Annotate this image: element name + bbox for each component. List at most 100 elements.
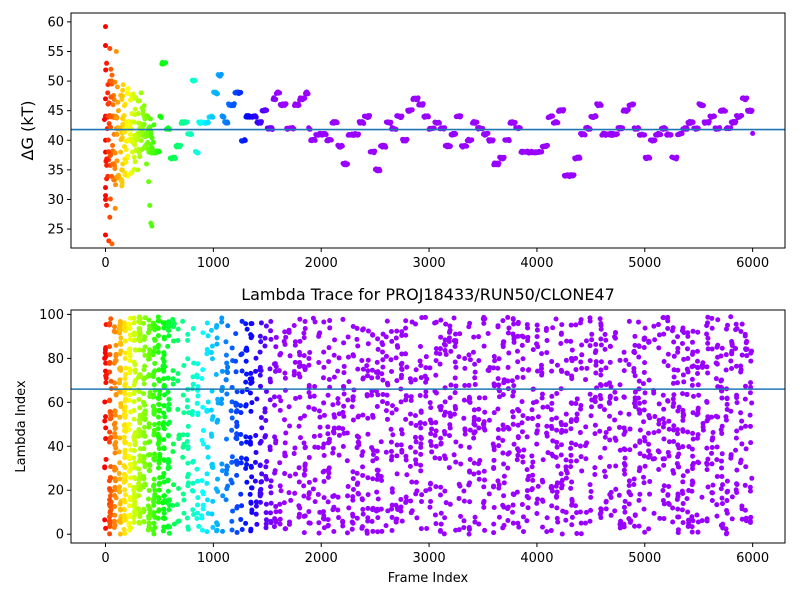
lambda-point	[162, 493, 168, 499]
lambda-point	[257, 487, 263, 493]
lambda-point	[155, 314, 161, 320]
lambda-point	[122, 499, 128, 505]
lambda-point	[452, 375, 458, 381]
lambda-point	[180, 432, 186, 438]
lambda-point	[491, 504, 497, 510]
lambda-point	[519, 502, 525, 508]
lambda-point	[525, 338, 531, 344]
lambda-point	[597, 316, 603, 322]
dg-point	[123, 138, 129, 144]
lambda-point	[196, 523, 202, 529]
lambda-point	[510, 316, 516, 322]
lambda-point	[378, 474, 384, 480]
lambda-point	[181, 363, 187, 369]
lambda-point	[209, 511, 215, 517]
lambda-point	[550, 438, 556, 444]
lambda-point	[301, 513, 307, 519]
lambda-point	[238, 460, 244, 466]
lambda-point	[374, 448, 380, 454]
lambda-point	[126, 468, 132, 474]
lambda-point	[515, 359, 521, 365]
lambda-point	[695, 358, 700, 364]
lambda-point	[276, 394, 282, 400]
lambda-point	[398, 496, 404, 502]
lambda-point	[423, 354, 429, 360]
dg-point	[132, 95, 138, 101]
lambda-point	[370, 476, 376, 482]
lambda-point	[399, 449, 405, 455]
lambda-point	[467, 320, 473, 326]
lambda-point	[282, 440, 288, 446]
lambda-point	[675, 345, 681, 351]
lambda-point	[573, 400, 579, 406]
lambda-point	[569, 522, 575, 528]
dg-point	[105, 173, 111, 179]
lambda-point	[306, 390, 312, 396]
lambda-point	[301, 440, 307, 446]
lambda-point	[389, 514, 395, 520]
lambda-point	[243, 520, 249, 526]
lambda-point	[155, 333, 161, 339]
lambda-point	[486, 491, 492, 497]
lambda-point	[598, 372, 604, 378]
lambda-point	[380, 331, 386, 337]
lambda-point	[350, 323, 356, 329]
lambda-point	[501, 504, 507, 510]
lambda-point	[407, 376, 413, 382]
lambda-point	[579, 352, 585, 358]
lambda-point	[234, 408, 240, 414]
lambda-point	[156, 378, 162, 384]
lambda-point	[195, 410, 201, 416]
lambda-point	[506, 350, 512, 356]
lambda-point	[691, 363, 697, 369]
lambda-point	[432, 320, 438, 326]
lambda-point	[427, 480, 433, 486]
dg-point	[214, 91, 220, 97]
lambda-point	[417, 420, 423, 426]
lambda-point	[117, 531, 123, 537]
lambda-point	[679, 341, 685, 347]
lambda-point	[453, 406, 459, 412]
lambda-point	[681, 379, 687, 385]
lambda-point	[700, 427, 706, 433]
lambda-point	[113, 392, 119, 398]
lambda-point	[166, 507, 172, 513]
lambda-point	[131, 434, 137, 440]
lambda-point	[433, 443, 439, 449]
lambda-point	[239, 368, 245, 374]
lambda-point	[582, 443, 588, 449]
lambda-point	[161, 506, 167, 512]
lambda-point	[325, 517, 331, 523]
lambda-point	[665, 318, 671, 324]
lambda-point	[194, 516, 200, 522]
lambda-point	[690, 436, 696, 442]
lambda-point	[166, 333, 172, 339]
lambda-point	[117, 501, 123, 507]
lambda-point	[718, 486, 724, 492]
lambda-point	[501, 493, 507, 499]
lambda-point	[427, 365, 433, 371]
dg-point	[125, 153, 131, 159]
lambda-point	[603, 499, 609, 505]
lambda-point	[167, 524, 173, 530]
lambda-point	[331, 425, 337, 431]
lambda-point	[131, 455, 137, 461]
lambda-point	[563, 357, 569, 363]
lambda-point	[277, 352, 283, 358]
lambda-point	[739, 321, 745, 327]
lambda-point	[665, 314, 671, 320]
lambda-point	[520, 374, 526, 380]
dg-point	[334, 120, 340, 126]
lambda-point	[632, 342, 638, 348]
lambda-point	[558, 452, 564, 458]
lambda-point	[136, 314, 142, 320]
lambda-point	[559, 482, 565, 488]
lambda-point	[437, 455, 443, 461]
lambda-point	[121, 434, 127, 440]
lambda-point	[470, 349, 476, 355]
lambda-point	[408, 394, 414, 400]
lambda-point	[136, 483, 142, 489]
lambda-point	[584, 365, 590, 371]
lambda-point	[729, 516, 735, 522]
lambda-point	[302, 319, 308, 325]
